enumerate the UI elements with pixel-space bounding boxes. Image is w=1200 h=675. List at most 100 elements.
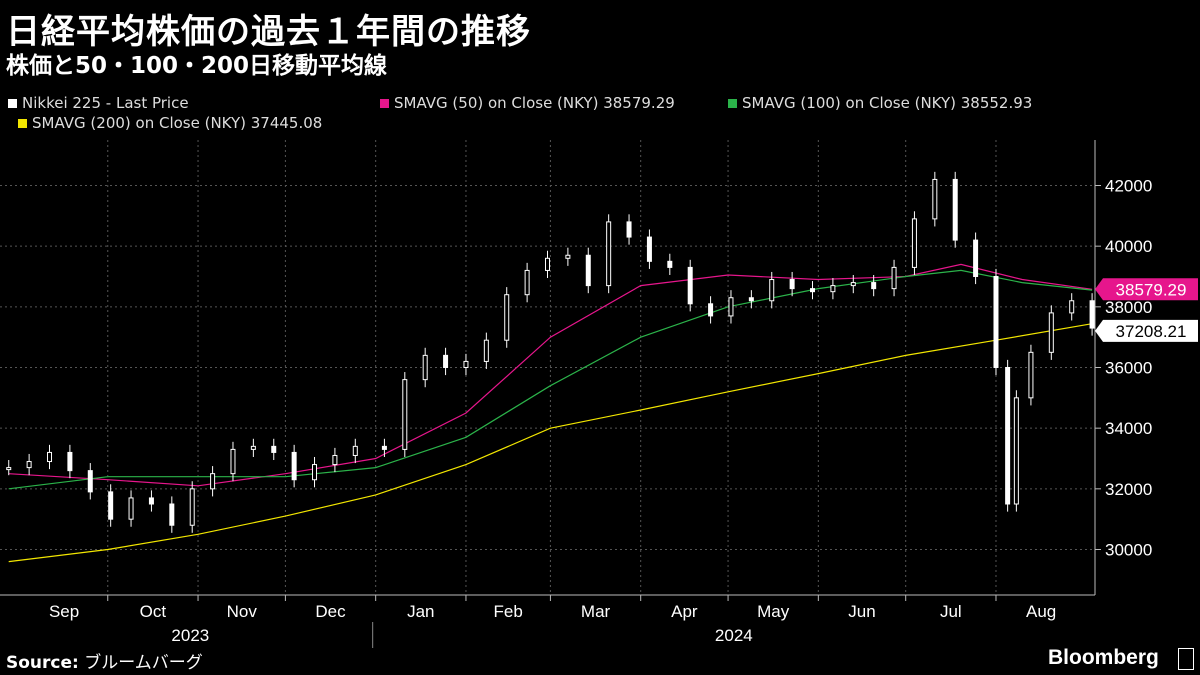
x-tick-label: Nov (227, 602, 258, 621)
price-candle (646, 236, 652, 262)
y-tick-label: 30000 (1105, 541, 1152, 560)
price-candle (230, 448, 236, 475)
price-candle (422, 354, 428, 381)
price-candle (128, 497, 134, 520)
price-candle (47, 451, 53, 463)
price-candle (463, 360, 469, 368)
last-value-tag (1095, 278, 1198, 301)
price-candle (891, 266, 897, 290)
y-tick-label: 34000 (1105, 419, 1152, 438)
price-candle (26, 461, 32, 469)
price-candle (504, 294, 510, 341)
y-tick-label: 36000 (1105, 359, 1152, 378)
price-candle (148, 497, 154, 505)
x-tick-label: Apr (671, 602, 698, 621)
x-tick-label: Aug (1026, 602, 1056, 621)
x-tick-label: Sep (49, 602, 79, 621)
price-candle (748, 297, 754, 302)
series-line-sma-2 (8, 323, 1093, 563)
price-candle (443, 354, 449, 369)
bloomberg-logo: Bloomberg (1048, 646, 1159, 669)
legend-swatch-sma100 (728, 98, 737, 108)
y-tick-label: 40000 (1105, 237, 1152, 256)
price-candle (483, 339, 489, 362)
last-value-text: 38579.29 (1116, 280, 1187, 299)
price-candle (189, 488, 195, 526)
price-candle (973, 239, 979, 278)
price-candle (1005, 367, 1011, 505)
price-candle (728, 297, 734, 317)
legend-item-sma50: SMAVG (50) on Close (NKY) 38579.29 (380, 94, 675, 112)
price-candle (810, 288, 816, 293)
last-value-text: 37208.21 (1116, 322, 1187, 341)
price-candle (1069, 300, 1075, 314)
price-candle (626, 221, 632, 238)
price-candle (545, 257, 550, 271)
legend-label-sma200: SMAVG (200) on Close (NKY) 37445.08 (32, 114, 323, 132)
price-candle (565, 254, 571, 259)
price-candle (1013, 397, 1019, 505)
source-label: Source: (6, 653, 79, 673)
price-candle (402, 379, 408, 450)
price-candle (789, 279, 795, 290)
price-candle (993, 276, 999, 368)
price-candle (169, 503, 175, 526)
legend-swatch-sma50 (380, 98, 389, 108)
last-value-tag (1095, 319, 1198, 342)
x-tick-label: Dec (315, 602, 346, 621)
price-candle (911, 218, 917, 268)
y-tick-label: 32000 (1105, 480, 1152, 499)
x-tick-label: Feb (494, 602, 523, 621)
x-tick-label: Jul (940, 602, 962, 621)
legend-item-sma100: SMAVG (100) on Close (NKY) 38552.93 (728, 94, 1032, 112)
legend-label-sma100: SMAVG (100) on Close (NKY) 38552.93 (742, 94, 1033, 112)
x-tick-label: May (757, 602, 790, 621)
price-candle (6, 467, 12, 471)
price-candle (352, 445, 358, 456)
price-candle (312, 464, 318, 481)
y-tick-label: 42000 (1105, 177, 1152, 196)
x-tick-label: Jan (407, 602, 434, 621)
year-label-2024: 2024 (715, 626, 753, 645)
price-candle (87, 470, 93, 493)
source-note: Source: ブルームバーグ (6, 648, 203, 673)
x-tick-label: Oct (140, 602, 167, 621)
price-candle (210, 473, 216, 490)
price-candle (381, 445, 387, 450)
x-tick-label: Mar (581, 602, 611, 621)
chart-title: 日経平均株価の過去１年間の推移 (6, 12, 531, 52)
price-candle (687, 266, 693, 305)
legend-item-price: Nikkei 225 - Last Price (8, 94, 189, 112)
price-candle (932, 178, 938, 220)
last-value-label: 38579.29 (1095, 278, 1198, 301)
price-candle (585, 254, 591, 287)
chart-subtitle: 株価と50・100・200日移動平均線 (6, 53, 388, 79)
price-candle (67, 451, 73, 472)
y-tick-label: 38000 (1105, 298, 1152, 317)
price-candle (1089, 300, 1095, 329)
price-candle (769, 279, 775, 302)
price-candle (332, 454, 338, 466)
legend-swatch-sma200 (18, 118, 27, 128)
legend-swatch-price (8, 98, 17, 108)
x-tick-label: Jun (848, 602, 875, 621)
legend-item-sma200: SMAVG (200) on Close (NKY) 37445.08 (18, 114, 322, 132)
price-candle (708, 303, 714, 317)
price-candle (830, 285, 836, 293)
price-candle (1048, 312, 1054, 353)
price-candle (606, 221, 612, 287)
last-value-label: 37208.21 (1095, 319, 1198, 342)
price-candle (667, 260, 673, 268)
price-candle (850, 282, 856, 287)
legend-label-price: Nikkei 225 - Last Price (22, 94, 189, 112)
price-candle (271, 445, 277, 453)
price-candle (1028, 351, 1034, 399)
price-candle (250, 445, 256, 450)
source-text: ブルームバーグ (78, 653, 203, 673)
price-candle (871, 282, 877, 290)
price-candle (952, 178, 958, 241)
price-candle (291, 451, 297, 481)
year-label-2023: 2023 (171, 626, 209, 645)
price-candle (108, 491, 114, 520)
